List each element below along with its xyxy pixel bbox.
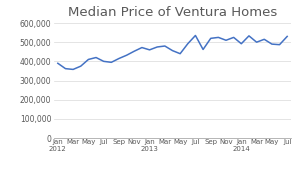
Title: Median Price of Ventura Homes: Median Price of Ventura Homes: [68, 6, 277, 19]
